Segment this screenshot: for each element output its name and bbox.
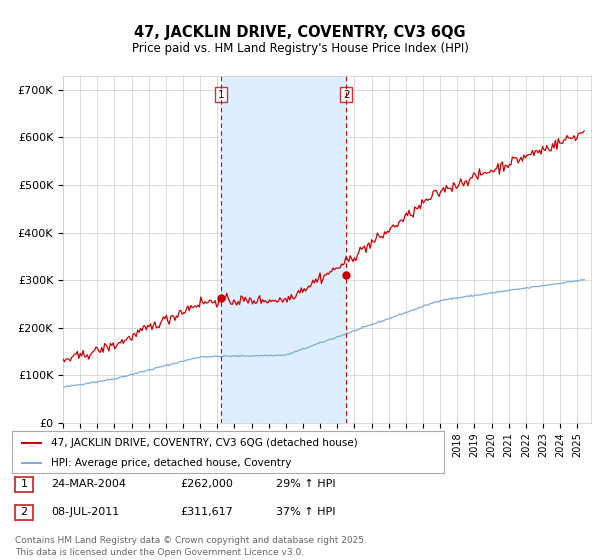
Text: 1: 1 xyxy=(20,479,28,489)
Text: Price paid vs. HM Land Registry's House Price Index (HPI): Price paid vs. HM Land Registry's House … xyxy=(131,42,469,55)
Text: 37% ↑ HPI: 37% ↑ HPI xyxy=(276,507,335,517)
Text: £311,617: £311,617 xyxy=(180,507,233,517)
Text: 08-JUL-2011: 08-JUL-2011 xyxy=(51,507,119,517)
Text: 47, JACKLIN DRIVE, COVENTRY, CV3 6QG (detached house): 47, JACKLIN DRIVE, COVENTRY, CV3 6QG (de… xyxy=(51,438,358,448)
Text: 1: 1 xyxy=(218,90,224,100)
Text: HPI: Average price, detached house, Coventry: HPI: Average price, detached house, Cove… xyxy=(51,458,291,468)
Bar xyxy=(221,76,346,423)
Text: 2: 2 xyxy=(343,90,350,100)
Text: Contains HM Land Registry data © Crown copyright and database right 2025.
This d: Contains HM Land Registry data © Crown c… xyxy=(15,536,367,557)
Text: 29% ↑ HPI: 29% ↑ HPI xyxy=(276,479,335,489)
Text: £262,000: £262,000 xyxy=(180,479,233,489)
Text: 47, JACKLIN DRIVE, COVENTRY, CV3 6QG: 47, JACKLIN DRIVE, COVENTRY, CV3 6QG xyxy=(134,25,466,40)
Text: 24-MAR-2004: 24-MAR-2004 xyxy=(51,479,126,489)
Text: 2: 2 xyxy=(20,507,28,517)
